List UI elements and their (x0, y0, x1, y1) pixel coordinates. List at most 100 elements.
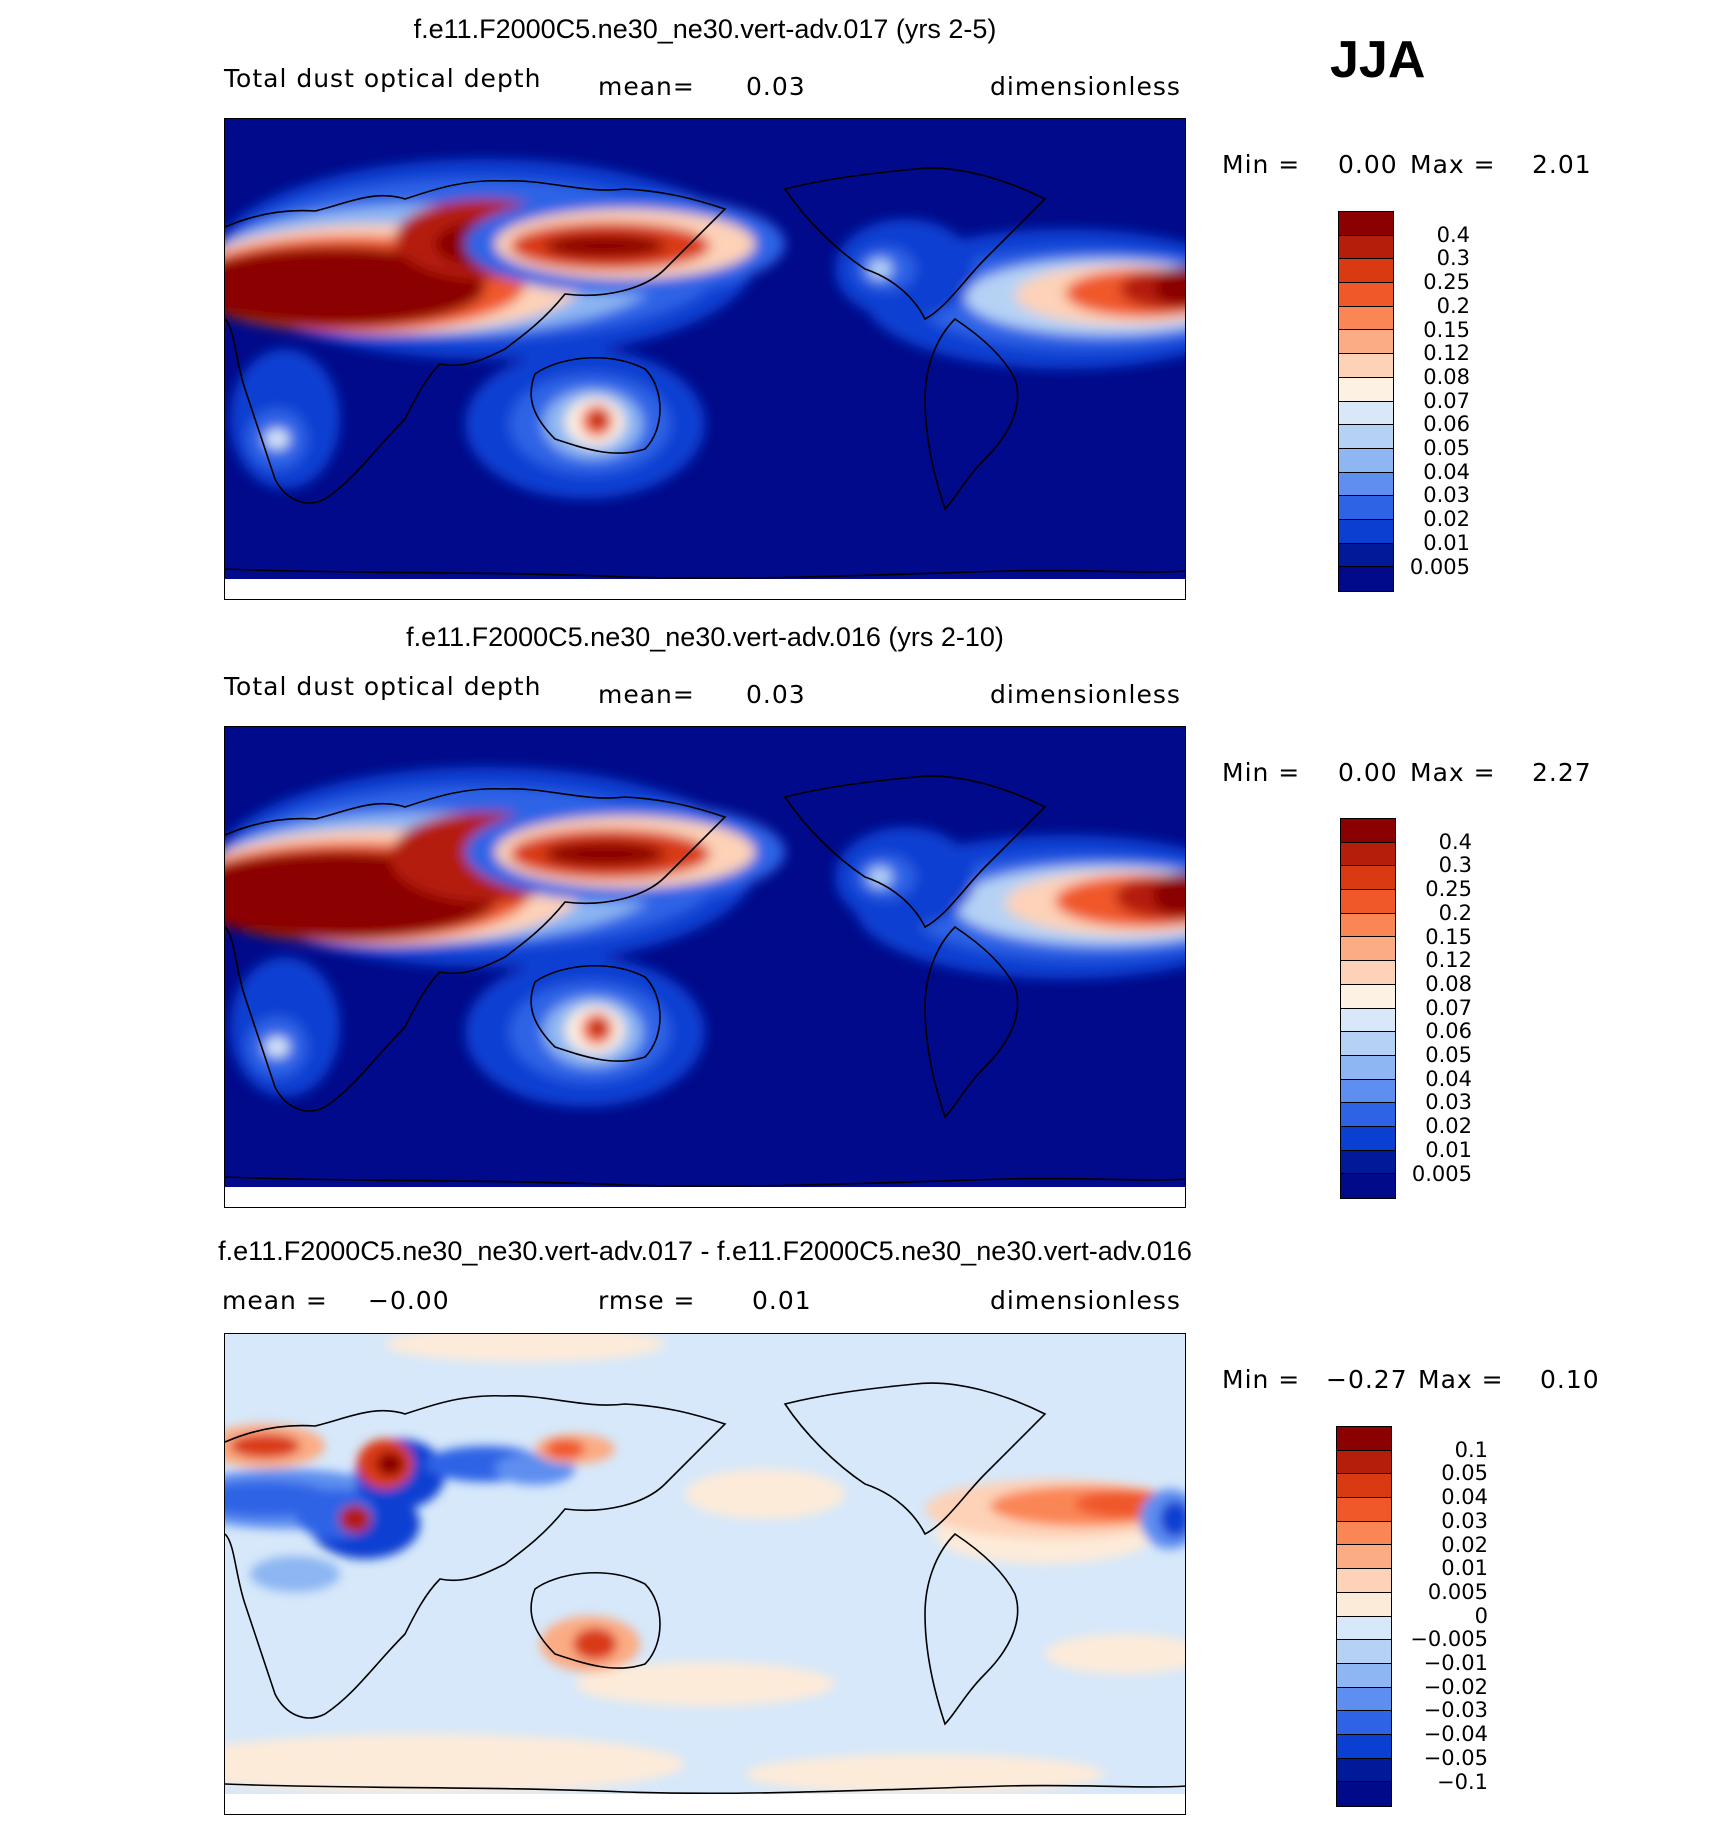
colorbar-swatch (1337, 1734, 1391, 1759)
panel-3-max-label: Max = (1418, 1365, 1504, 1394)
colorbar-swatch (1341, 1032, 1395, 1056)
colorbar-tick-label: 0.01 (1441, 1556, 1488, 1581)
colorbar-swatch (1339, 567, 1393, 591)
colorbar-swatch (1339, 354, 1393, 378)
panel-1-max-label: Max = (1410, 150, 1496, 179)
panel-1-mean-label: mean= (598, 72, 695, 101)
colorbar-tick-label: 0.3 (1438, 853, 1472, 878)
panel-3-max-value: 0.10 (1540, 1365, 1600, 1394)
colorbar-swatch (1337, 1545, 1391, 1570)
colorbar-swatch (1337, 1427, 1391, 1451)
colorbar-swatch (1339, 543, 1393, 568)
colorbar-swatch (1339, 306, 1393, 331)
colorbar-tick-label: 0.05 (1441, 1461, 1488, 1486)
colorbar-tick-label: 0.08 (1425, 971, 1472, 996)
colorbar-tick-label: 0.005 (1427, 1579, 1488, 1604)
colorbar-tick-label: −0.1 (1437, 1769, 1488, 1794)
season-label: JJA (1330, 31, 1426, 89)
colorbar-tick-label: −0.05 (1423, 1745, 1488, 1770)
colorbar-swatch (1341, 1079, 1395, 1104)
panel-2-variable: Total dust optical depth (224, 672, 542, 701)
colorbar-swatch (1337, 1640, 1391, 1664)
colorbar-swatch (1341, 961, 1395, 985)
colorbar-tick-label: −0.03 (1423, 1698, 1488, 1723)
colorbar-tick-label: 0.06 (1423, 412, 1470, 437)
colorbar-tick-label: 0.03 (1441, 1508, 1488, 1533)
colorbar-swatch (1339, 425, 1393, 449)
colorbar-swatch (1339, 401, 1393, 426)
colorbar-swatch (1339, 496, 1393, 520)
colorbar-tick-label: −0.04 (1423, 1722, 1488, 1747)
colorbar-swatch (1341, 913, 1395, 938)
panel-3-title: f.e11.F2000C5.ne30_ne30.vert-adv.017 - f… (218, 1236, 1192, 1266)
colorbar-tick-label: 0.1 (1454, 1437, 1488, 1462)
colorbar-tick-label: 0.02 (1423, 507, 1470, 532)
colorbar-swatch (1341, 1055, 1395, 1080)
colorbar-swatch (1341, 842, 1395, 867)
colorbar-swatch (1339, 259, 1393, 284)
colorbar-tick-label: 0.04 (1423, 459, 1470, 484)
colorbar-swatch (1339, 377, 1393, 402)
panel-3-colorbar (1336, 1426, 1392, 1807)
panel-1-title: f.e11.F2000C5.ne30_ne30.vert-adv.017 (yr… (413, 14, 997, 44)
colorbar-swatch (1341, 984, 1395, 1009)
colorbar-swatch (1341, 1126, 1395, 1151)
colorbar-swatch (1341, 890, 1395, 914)
panel-3-rmse-label: rmse = (598, 1286, 696, 1315)
panel-3-field (225, 1334, 1185, 1814)
panel-2-max-value: 2.27 (1532, 758, 1592, 787)
panel-2-colorbar-labels: 0.4 0.3 0.25 0.2 0.15 0.12 0.08 0.07 0.06 0.05 0.0… (1402, 818, 1472, 1198)
colorbar-tick-label: 0.4 (1438, 829, 1472, 854)
colorbar-tick-label: −0.005 (1410, 1627, 1488, 1652)
colorbar-tick-label: 0.05 (1425, 1043, 1472, 1067)
colorbar-swatch (1339, 212, 1393, 236)
panel-3-units: dimensionless (990, 1286, 1181, 1315)
panel-2-mean-label: mean= (598, 680, 695, 709)
panel-1-mean-value: 0.03 (746, 72, 806, 101)
colorbar-swatch (1341, 1008, 1395, 1033)
panel-1-max-value: 2.01 (1532, 150, 1592, 179)
panel-1-colorbar (1338, 211, 1394, 592)
panel-2-min-value: 0.00 (1338, 758, 1398, 787)
colorbar-tick-label: 0.15 (1423, 317, 1470, 342)
colorbar-tick-label: 0.01 (1423, 530, 1470, 555)
panel-3-min-value: −0.27 (1326, 1365, 1408, 1394)
colorbar-swatch (1341, 1174, 1395, 1198)
colorbar-tick-label: 0.15 (1425, 924, 1472, 949)
colorbar-tick-label: 0.12 (1423, 341, 1470, 366)
colorbar-swatch (1337, 1592, 1391, 1617)
colorbar-tick-label: 0.07 (1425, 995, 1472, 1020)
colorbar-swatch (1337, 1663, 1391, 1688)
panel-2-map (224, 726, 1186, 1208)
colorbar-swatch (1337, 1498, 1391, 1522)
colorbar-swatch (1337, 1687, 1391, 1712)
panel-2-mean-value: 0.03 (746, 680, 806, 709)
colorbar-swatch (1339, 519, 1393, 544)
colorbar-tick-label: 0.25 (1423, 270, 1470, 295)
colorbar-swatch (1337, 1616, 1391, 1641)
colorbar-tick-label: 0.25 (1425, 877, 1472, 902)
colorbar-swatch (1339, 448, 1393, 473)
colorbar-swatch (1337, 1450, 1391, 1475)
colorbar-tick-label: 0.04 (1441, 1485, 1488, 1510)
colorbar-swatch (1339, 235, 1393, 260)
colorbar-swatch (1337, 1758, 1391, 1783)
colorbar-tick-label: 0.01 (1425, 1137, 1472, 1162)
panel-2-max-label: Max = (1410, 758, 1496, 787)
colorbar-swatch (1337, 1521, 1391, 1546)
panel-3-min-label: Min = (1222, 1365, 1301, 1394)
panel-1-min-value: 0.00 (1338, 150, 1398, 179)
colorbar-tick-label: 0 (1474, 1603, 1488, 1628)
panel-3-mean-label: mean = (222, 1286, 328, 1315)
colorbar-tick-label: −0.01 (1423, 1651, 1488, 1675)
panel-2-colorbar (1340, 818, 1396, 1199)
colorbar-swatch (1339, 283, 1393, 307)
panel-3-rmse-value: 0.01 (752, 1286, 812, 1315)
panel-2-min-label: Min = (1222, 758, 1301, 787)
colorbar-swatch (1341, 866, 1395, 891)
colorbar-tick-label: 0.03 (1425, 1090, 1472, 1115)
colorbar-swatch (1341, 1150, 1395, 1175)
colorbar-swatch (1341, 819, 1395, 843)
colorbar-swatch (1339, 472, 1393, 497)
panel-2-units: dimensionless (990, 680, 1181, 709)
